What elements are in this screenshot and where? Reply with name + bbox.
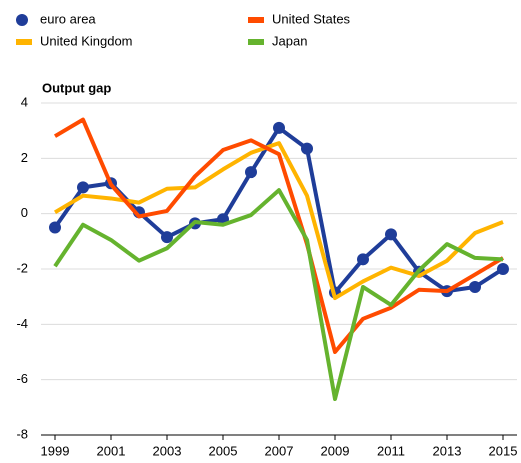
series-line — [53, 188, 504, 402]
x-tick-label: 1999 — [41, 443, 70, 458]
legend-label: euro area — [40, 11, 96, 26]
y-tick-label: -8 — [16, 426, 28, 441]
x-tick-label: 2015 — [489, 443, 518, 458]
axis-title: Output gap — [42, 80, 111, 95]
legend-label: United States — [272, 11, 351, 26]
data-point — [273, 121, 285, 134]
data-point — [497, 263, 509, 275]
y-tick-label: -4 — [16, 316, 28, 331]
data-point — [245, 166, 257, 179]
x-tick-label: 2003 — [153, 443, 182, 458]
data-point — [77, 181, 89, 194]
data-point — [301, 142, 313, 155]
y-tick-label: 2 — [21, 150, 28, 165]
data-point — [161, 231, 173, 244]
x-tick-label: 2011 — [377, 443, 405, 458]
data-point — [49, 221, 61, 234]
series-line — [53, 117, 505, 354]
legend-marker — [248, 17, 264, 23]
x-tick-label: 2007 — [265, 443, 294, 458]
y-tick-label: -6 — [16, 371, 28, 386]
y-tick-label: -2 — [16, 260, 28, 275]
y-tick-label: 0 — [21, 205, 28, 220]
legend-marker — [16, 14, 28, 26]
x-tick-label: 2001 — [97, 443, 126, 458]
x-tick-label: 2013 — [433, 443, 462, 458]
legend-marker — [16, 39, 32, 45]
series-line — [53, 141, 504, 301]
legend-label: Japan — [272, 33, 307, 48]
data-point — [357, 253, 369, 266]
data-point — [385, 228, 397, 241]
legend-label: United Kingdom — [40, 33, 133, 48]
y-tick-label: 4 — [21, 94, 28, 109]
data-point — [469, 280, 481, 293]
x-tick-label: 2009 — [321, 443, 350, 458]
x-tick-label: 2005 — [209, 443, 238, 458]
legend-marker — [248, 39, 264, 45]
